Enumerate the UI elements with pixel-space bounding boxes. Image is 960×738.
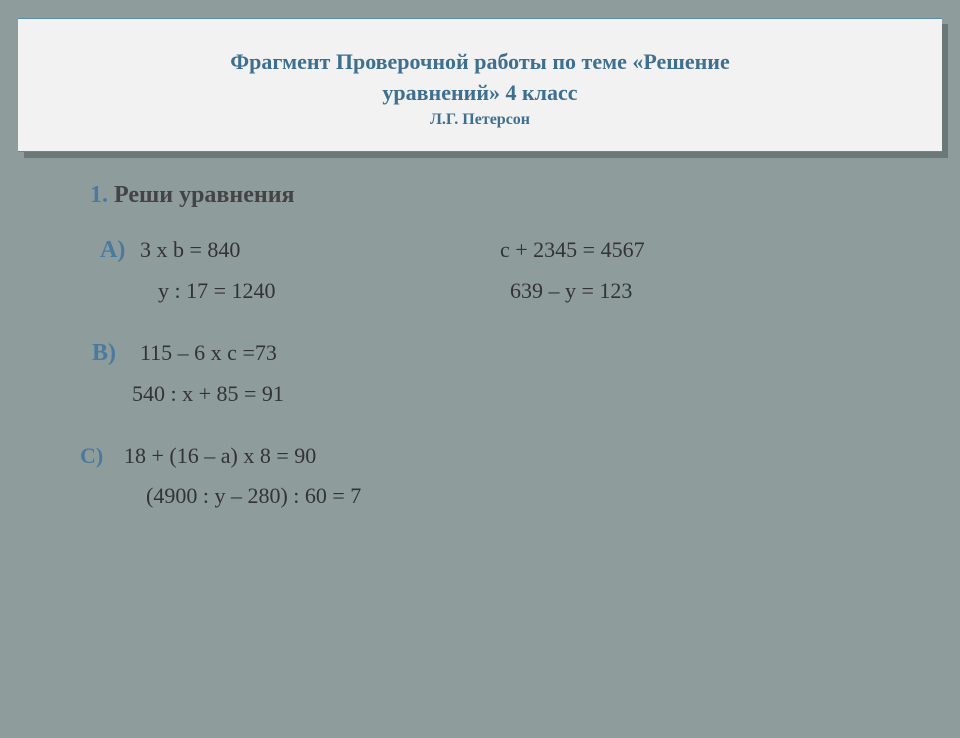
task-text: Реши уравнения — [114, 182, 295, 208]
eq-b1: 115 – 6 х с =73 — [140, 340, 277, 367]
section-c: С) 18 + (16 – а) х 8 = 90 (4900 : у – 28… — [80, 443, 890, 509]
header-container: Фрагмент Проверочной работы по теме «Реш… — [18, 18, 942, 152]
part-b-label: В) — [90, 340, 140, 367]
task-number: 1. — [90, 182, 108, 208]
eq-c2: (4900 : у – 280) : 60 = 7 — [124, 483, 361, 509]
part-c-label: С) — [80, 443, 103, 468]
part-a-label: А) — [90, 237, 140, 264]
eq-a1: 3 х b = 840 — [140, 237, 500, 264]
section-b: В) 115 – 6 х с =73 540 : х + 85 = 91 — [90, 340, 890, 407]
eq-a4: 639 – у = 123 — [500, 278, 632, 303]
header-title-line1: Фрагмент Проверочной работы по теме «Реш… — [58, 47, 902, 78]
content-area: 1. Реши уравнения А) 3 х b = 840 c + 234… — [0, 152, 960, 509]
slide-header: Фрагмент Проверочной работы по теме «Реш… — [18, 18, 942, 152]
eq-a3: у : 17 = 1240 — [140, 278, 276, 303]
eq-a2: c + 2345 = 4567 — [500, 237, 645, 264]
task-heading: 1. Реши уравнения — [90, 182, 890, 209]
header-subtitle: Л.Г. Петерсон — [58, 111, 902, 129]
eq-b2: 540 : х + 85 = 91 — [132, 381, 284, 407]
section-a: А) 3 х b = 840 c + 2345 = 4567 у : 17 = … — [90, 237, 890, 304]
eq-c1: 18 + (16 – а) х 8 = 90 — [124, 443, 316, 469]
header-title-line2: уравнений» 4 класс — [58, 78, 902, 109]
